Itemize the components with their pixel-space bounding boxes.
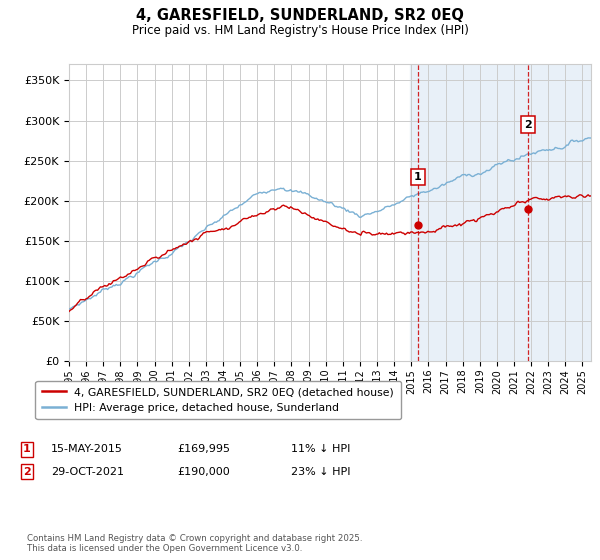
Legend: 4, GARESFIELD, SUNDERLAND, SR2 0EQ (detached house), HPI: Average price, detache: 4, GARESFIELD, SUNDERLAND, SR2 0EQ (deta…	[35, 381, 401, 419]
Text: 1: 1	[414, 172, 422, 181]
Text: 1: 1	[23, 444, 31, 454]
Text: £169,995: £169,995	[177, 444, 230, 454]
Text: 11% ↓ HPI: 11% ↓ HPI	[291, 444, 350, 454]
Text: 2: 2	[524, 120, 532, 129]
Text: 4, GARESFIELD, SUNDERLAND, SR2 0EQ: 4, GARESFIELD, SUNDERLAND, SR2 0EQ	[136, 8, 464, 24]
Text: £190,000: £190,000	[177, 466, 230, 477]
Text: 2: 2	[23, 466, 31, 477]
Text: Contains HM Land Registry data © Crown copyright and database right 2025.
This d: Contains HM Land Registry data © Crown c…	[27, 534, 362, 553]
Text: 23% ↓ HPI: 23% ↓ HPI	[291, 466, 350, 477]
Text: 15-MAY-2015: 15-MAY-2015	[51, 444, 123, 454]
Bar	[410, 64, 591, 361]
Text: 29-OCT-2021: 29-OCT-2021	[51, 466, 124, 477]
Text: Price paid vs. HM Land Registry's House Price Index (HPI): Price paid vs. HM Land Registry's House …	[131, 24, 469, 36]
